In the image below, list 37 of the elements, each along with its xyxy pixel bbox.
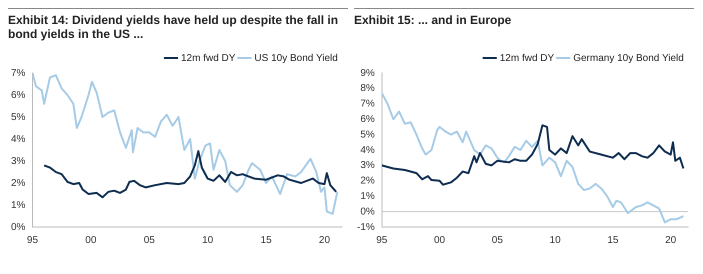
x-tick-label: 95 — [376, 234, 388, 246]
legend-label: Germany 10y Bond Yield — [573, 52, 684, 64]
y-tick-label: 4% — [360, 144, 375, 156]
legend-label: 12m fwd DY — [180, 52, 236, 64]
y-tick-label: 0% — [360, 206, 375, 218]
x-tick-label: 20 — [318, 234, 330, 246]
y-tick-label: 5% — [360, 129, 375, 140]
chart-title: Exhibit 14: Dividend yields have held up despite the fall in bond yields in the US ... — [8, 13, 340, 43]
y-tick-label: 1% — [360, 190, 375, 202]
y-tick-label: 6% — [360, 114, 375, 125]
y-tick-label: 5% — [11, 112, 26, 123]
y-tick-label: 9% — [360, 68, 375, 79]
y-tick-label: 1% — [11, 200, 26, 211]
y-tick-label: 7% — [360, 98, 375, 110]
y-tick-label: 6% — [11, 90, 26, 101]
legend-label: 12m fwd DY — [500, 52, 555, 64]
y-tick-label: 4% — [11, 134, 26, 145]
legend-label: US 10y Bond Yield — [254, 52, 338, 64]
x-tick-label: 05 — [492, 234, 504, 246]
y-tick-label: 2% — [11, 178, 26, 189]
chart-title: Exhibit 15: ... and in Europe — [354, 13, 512, 29]
y-tick-label: 3% — [11, 156, 26, 167]
x-tick-label: 05 — [144, 234, 156, 246]
x-tick-label: 20 — [665, 234, 677, 246]
y-tick-label: 3% — [360, 160, 375, 172]
x-tick-label: 15 — [260, 234, 272, 246]
y-tick-label: 8% — [360, 83, 375, 94]
x-tick-label: 00 — [85, 234, 97, 246]
y-tick-label: 2% — [360, 176, 375, 187]
x-tick-label: 95 — [26, 234, 38, 246]
y-tick-label: 7% — [11, 68, 26, 79]
x-tick-label: 00 — [434, 234, 446, 246]
x-tick-label: 10 — [202, 234, 214, 246]
x-tick-label: 15 — [607, 234, 619, 246]
x-tick-label: 10 — [550, 234, 562, 246]
y-tick-label: -1% — [356, 222, 375, 233]
y-tick-label: 0% — [11, 222, 26, 233]
